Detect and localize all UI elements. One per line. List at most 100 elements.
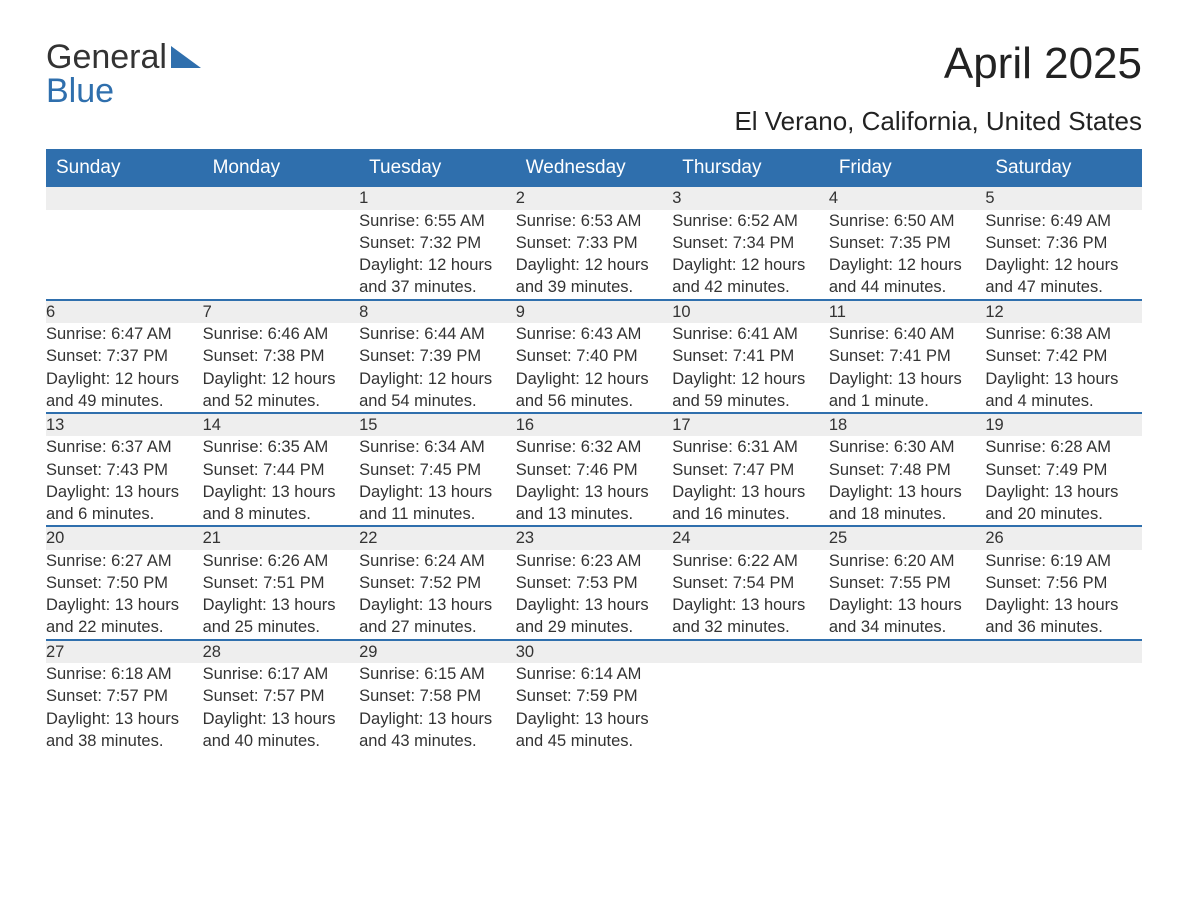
day-sunrise: Sunrise: 6:20 AM	[829, 550, 986, 572]
day-content-row: Sunrise: 6:47 AMSunset: 7:37 PM Daylight:…	[46, 323, 1142, 413]
day-d1: Daylight: 13 hours	[829, 368, 986, 390]
day-content-cell: Sunrise: 6:23 AMSunset: 7:53 PMDaylight:…	[516, 550, 673, 640]
day-d1: Daylight: 12 hours	[359, 368, 516, 390]
day-content-cell: Sunrise: 6:32 AMSunset: 7:46 PMDaylight:…	[516, 436, 673, 526]
day-sunset: Sunset: 7:41 PM	[829, 345, 986, 367]
day-d2: and 20 minutes.	[985, 503, 1142, 525]
day-number-cell: 8	[359, 300, 516, 323]
day-number-cell: 3	[672, 186, 829, 209]
day-sunrise: Sunrise: 6:30 AM	[829, 436, 986, 458]
logo-text-a: General	[46, 38, 167, 76]
day-sunset: Sunset: 7:55 PM	[829, 572, 986, 594]
day-sunrise: Sunrise: 6:19 AM	[985, 550, 1142, 572]
day-d1: Daylight: 13 hours	[985, 368, 1142, 390]
calendar-head: SundayMondayTuesdayWednesdayThursdayFrid…	[46, 150, 1142, 186]
day-number-cell	[829, 640, 986, 663]
day-d1: Daylight: 13 hours	[516, 481, 673, 503]
day-content-cell: Sunrise: 6:31 AMSunset: 7:47 PMDaylight:…	[672, 436, 829, 526]
day-sunrise: Sunrise: 6:40 AM	[829, 323, 986, 345]
day-sunset: Sunset: 7:52 PM	[359, 572, 516, 594]
day-sunrise: Sunrise: 6:23 AM	[516, 550, 673, 572]
day-content-cell: Sunrise: 6:38 AMSunset: 7:42 PMDaylight:…	[985, 323, 1142, 413]
day-content-cell: Sunrise: 6:28 AMSunset: 7:49 PMDaylight:…	[985, 436, 1142, 526]
day-number-cell: 24	[672, 526, 829, 549]
day-d2: and 34 minutes.	[829, 616, 986, 638]
day-number-cell: 11	[829, 300, 986, 323]
day-number-cell: 6	[46, 300, 203, 323]
day-sunset: Sunset: 7:36 PM	[985, 232, 1142, 254]
day-number-cell: 25	[829, 526, 986, 549]
day-sunset: Sunset: 7:33 PM	[516, 232, 673, 254]
day-content-cell: Sunrise: 6:35 AMSunset: 7:44 PMDaylight:…	[203, 436, 360, 526]
day-d2: and 29 minutes.	[516, 616, 673, 638]
day-number-cell: 30	[516, 640, 673, 663]
day-d1: Daylight: 13 hours	[203, 708, 360, 730]
day-sunrise: Sunrise: 6:27 AM	[46, 550, 203, 572]
day-sunrise: Sunrise: 6:50 AM	[829, 210, 986, 232]
day-number-cell: 29	[359, 640, 516, 663]
day-sunset: Sunset: 7:37 PM	[46, 345, 203, 367]
day-d2: and 39 minutes.	[516, 276, 673, 298]
weekday-header: Wednesday	[516, 150, 673, 186]
day-content-row: Sunrise: 6:18 AMSunset: 7:57 PMDaylight:…	[46, 663, 1142, 752]
day-content-cell: Sunrise: 6:14 AMSunset: 7:59 PMDaylight:…	[516, 663, 673, 752]
day-sunset: Sunset: 7:58 PM	[359, 685, 516, 707]
day-number-cell: 28	[203, 640, 360, 663]
day-d1: Daylight: 13 hours	[829, 594, 986, 616]
day-d2: and 43 minutes.	[359, 730, 516, 752]
day-d2: and 37 minutes.	[359, 276, 516, 298]
day-d2: and 25 minutes.	[203, 616, 360, 638]
logo-text: General Blue	[46, 40, 201, 108]
day-d1: Daylight: 13 hours	[672, 481, 829, 503]
day-sunrise: Sunrise: 6:52 AM	[672, 210, 829, 232]
day-sunset: Sunset: 7:42 PM	[985, 345, 1142, 367]
day-sunset: Sunset: 7:44 PM	[203, 459, 360, 481]
day-d2: and 1 minute.	[829, 390, 986, 412]
day-sunrise: Sunrise: 6:34 AM	[359, 436, 516, 458]
day-d2: and 40 minutes.	[203, 730, 360, 752]
day-d2: and 32 minutes.	[672, 616, 829, 638]
day-d1: Daylight: 12 hours	[516, 368, 673, 390]
day-content-cell	[203, 210, 360, 300]
day-content-cell: Sunrise: 6:18 AMSunset: 7:57 PMDaylight:…	[46, 663, 203, 752]
day-d2: and 52 minutes.	[203, 390, 360, 412]
day-sunset: Sunset: 7:47 PM	[672, 459, 829, 481]
day-sunrise: Sunrise: 6:38 AM	[985, 323, 1142, 345]
logo-text-b: Blue	[46, 72, 114, 110]
day-number-cell: 2	[516, 186, 673, 209]
day-sunset: Sunset: 7:49 PM	[985, 459, 1142, 481]
day-d2: and 4 minutes.	[985, 390, 1142, 412]
day-sunset: Sunset: 7:56 PM	[985, 572, 1142, 594]
day-number-cell: 4	[829, 186, 986, 209]
day-sunrise: Sunrise: 6:28 AM	[985, 436, 1142, 458]
day-sunrise: Sunrise: 6:49 AM	[985, 210, 1142, 232]
day-content-row: Sunrise: 6:37 AMSunset: 7:43 PMDaylight:…	[46, 436, 1142, 526]
day-d1: Daylight: 13 hours	[672, 594, 829, 616]
day-d1: Daylight: 13 hours	[203, 481, 360, 503]
title-block: April 2025 El Verano, California, United…	[734, 40, 1142, 137]
day-sunrise: Sunrise: 6:47 AM	[46, 323, 203, 345]
day-d2: and 11 minutes.	[359, 503, 516, 525]
day-sunset: Sunset: 7:57 PM	[46, 685, 203, 707]
day-d2: and 42 minutes.	[672, 276, 829, 298]
day-content-cell: Sunrise: 6:41 AMSunset: 7:41 PMDaylight:…	[672, 323, 829, 413]
page: General Blue April 2025 El Verano, Calif…	[0, 0, 1188, 782]
day-sunset: Sunset: 7:54 PM	[672, 572, 829, 594]
day-number-cell: 27	[46, 640, 203, 663]
day-number-cell: 10	[672, 300, 829, 323]
day-number-cell: 26	[985, 526, 1142, 549]
day-number-row: 27282930	[46, 640, 1142, 663]
day-content-cell: Sunrise: 6:19 AMSunset: 7:56 PMDaylight:…	[985, 550, 1142, 640]
day-sunrise: Sunrise: 6:22 AM	[672, 550, 829, 572]
day-d2: and 47 minutes.	[985, 276, 1142, 298]
day-sunset: Sunset: 7:51 PM	[203, 572, 360, 594]
day-d1: Daylight: 12 hours	[985, 254, 1142, 276]
day-sunset: Sunset: 7:48 PM	[829, 459, 986, 481]
weekday-header: Tuesday	[359, 150, 516, 186]
day-d2: and 6 minutes.	[46, 503, 203, 525]
day-content-row: Sunrise: 6:55 AMSunset: 7:32 PMDaylight:…	[46, 210, 1142, 300]
day-content-cell: Sunrise: 6:20 AMSunset: 7:55 PMDaylight:…	[829, 550, 986, 640]
weekday-row: SundayMondayTuesdayWednesdayThursdayFrid…	[46, 150, 1142, 186]
day-content-cell: Sunrise: 6:34 AMSunset: 7:45 PMDaylight:…	[359, 436, 516, 526]
day-number-cell: 22	[359, 526, 516, 549]
